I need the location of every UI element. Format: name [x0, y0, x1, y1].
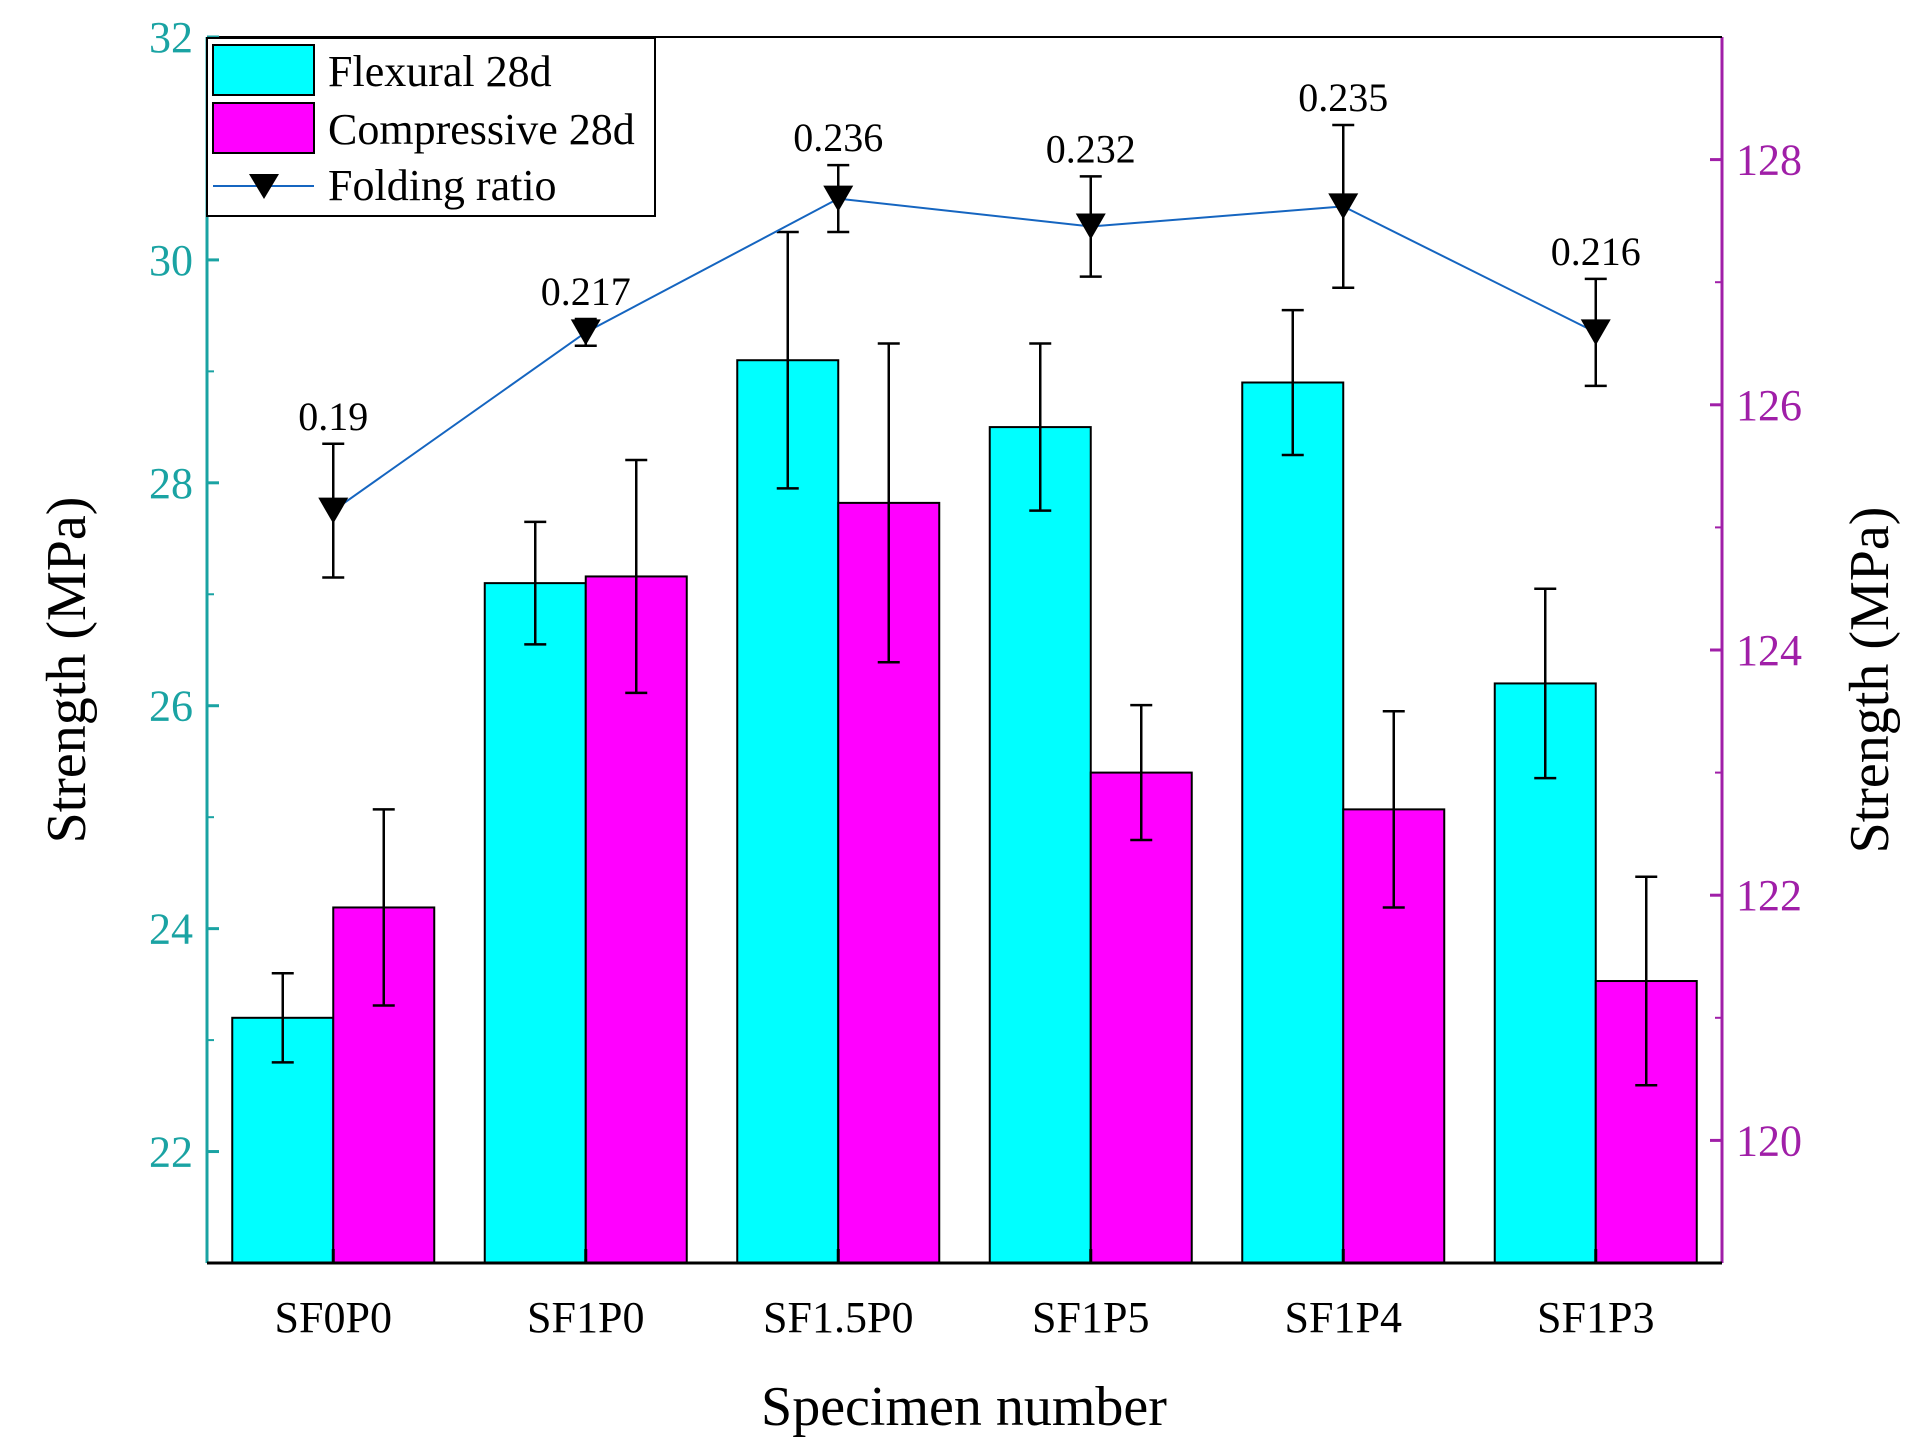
- y-tick-label-left-3: 28: [149, 459, 193, 508]
- legend-label-folding: Folding ratio: [328, 161, 557, 210]
- folding-marker-0: [318, 497, 349, 524]
- y-tick-label-left-2: 26: [149, 682, 193, 731]
- bar-flexural-3: [988, 426, 1092, 1265]
- folding-marker-4: [1328, 193, 1359, 220]
- folding-ratio-label-2: 0.236: [793, 115, 883, 160]
- folding-ratio-label-0: 0.19: [298, 394, 368, 439]
- folding-ratio-label-4: 0.235: [1298, 75, 1388, 120]
- legend-label-compressive: Compressive 28d: [328, 105, 635, 154]
- folding-ratio-label-5: 0.216: [1551, 229, 1641, 274]
- folding-ratio-label-1: 0.217: [541, 269, 631, 314]
- y-axis-title-left: Strength (MPa): [36, 497, 98, 844]
- bar-flexural-4: [1241, 381, 1345, 1264]
- bar-flexural-2: [736, 359, 840, 1264]
- y-tick-label-right-1: 122: [1736, 871, 1802, 920]
- x-axis-title: Specimen number: [761, 1376, 1167, 1438]
- y-tick-label-right-4: 128: [1736, 136, 1802, 185]
- ticks-layer: 22 24 26 28 30 32 120 122 124 126 128: [149, 13, 1802, 1263]
- folding-ratio-layer: 0.19 0.217 0.236 0.232 0.235 0.216: [298, 75, 1641, 579]
- folding-marker-3: [1075, 213, 1106, 240]
- y-tick-label-left-5: 32: [149, 13, 193, 62]
- y-tick-label-right-3: 126: [1736, 381, 1802, 430]
- bars-layer: [231, 230, 1698, 1265]
- y-tick-label-right-2: 124: [1736, 626, 1802, 675]
- x-tick-label-5: SF1P3: [1537, 1293, 1654, 1342]
- folding-marker-2: [823, 185, 854, 212]
- y-tick-label-right-0: 120: [1736, 1116, 1802, 1165]
- legend-swatch-compressive: [212, 102, 315, 154]
- x-tick-label-1: SF1P0: [527, 1293, 644, 1342]
- legend-label-flexural: Flexural 28d: [328, 47, 552, 96]
- folding-marker-5: [1580, 319, 1611, 346]
- x-tick-label-0: SF0P0: [275, 1293, 392, 1342]
- legend-swatch-flexural: [212, 44, 315, 96]
- y-tick-label-left-4: 30: [149, 236, 193, 285]
- y-tick-label-left-0: 22: [149, 1128, 193, 1177]
- folding-ratio-line: [332, 197, 1597, 512]
- folding-ratio-label-3: 0.232: [1046, 126, 1136, 171]
- legend: Flexural 28d Compressive 28d Folding rat…: [206, 37, 656, 217]
- x-tick-label-2: SF1.5P0: [763, 1293, 913, 1342]
- labels-layer: SF0P0 SF1P0 SF1.5P0 SF1P5 SF1P4 SF1P3: [275, 1293, 1655, 1342]
- legend-marker-folding: [249, 174, 279, 199]
- folding-marker-1: [570, 319, 601, 346]
- y-axis-title-right: Strength (MPa): [1839, 507, 1901, 854]
- y-tick-label-left-1: 24: [149, 905, 193, 954]
- x-tick-label-3: SF1P5: [1032, 1293, 1149, 1342]
- bar-compressive-3: [1089, 771, 1193, 1264]
- bar-flexural-1: [483, 582, 587, 1264]
- bar-flexural-5: [1493, 682, 1597, 1264]
- x-tick-label-4: SF1P4: [1285, 1293, 1402, 1342]
